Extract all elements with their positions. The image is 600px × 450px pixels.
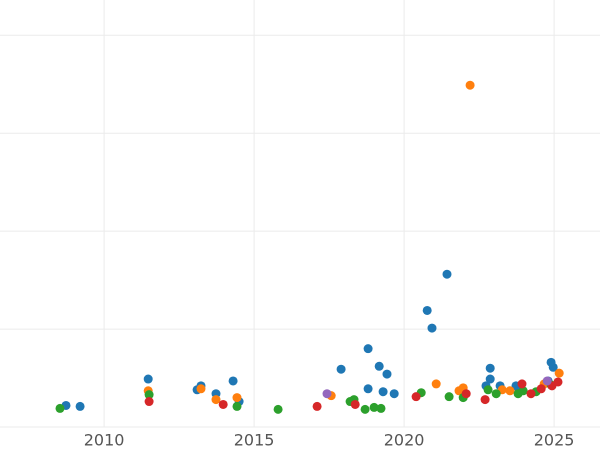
point bbox=[336, 364, 346, 374]
point bbox=[374, 361, 384, 371]
point bbox=[505, 386, 515, 396]
point bbox=[143, 374, 153, 384]
point bbox=[55, 403, 65, 413]
point bbox=[518, 386, 528, 396]
point bbox=[378, 387, 388, 397]
point bbox=[411, 392, 421, 402]
point bbox=[422, 305, 432, 315]
point bbox=[485, 363, 495, 373]
point bbox=[480, 395, 490, 405]
point bbox=[444, 392, 454, 402]
point bbox=[389, 389, 399, 399]
point bbox=[465, 80, 475, 90]
point bbox=[536, 384, 546, 394]
point bbox=[363, 384, 373, 394]
point bbox=[483, 385, 493, 395]
point bbox=[75, 401, 85, 411]
point bbox=[369, 402, 379, 412]
point bbox=[360, 404, 370, 414]
point bbox=[312, 401, 322, 411]
point bbox=[427, 323, 437, 333]
point bbox=[485, 374, 495, 384]
point bbox=[542, 376, 552, 386]
point bbox=[548, 362, 558, 372]
point bbox=[442, 269, 452, 279]
point bbox=[431, 379, 441, 389]
point bbox=[144, 397, 154, 407]
x-tick-label: 2020 bbox=[384, 431, 425, 450]
point bbox=[144, 390, 154, 400]
point bbox=[232, 401, 242, 411]
point bbox=[211, 395, 221, 405]
point bbox=[553, 377, 563, 387]
point bbox=[196, 384, 206, 394]
point bbox=[322, 389, 332, 399]
point bbox=[273, 404, 283, 414]
point bbox=[218, 399, 228, 409]
point bbox=[554, 368, 564, 378]
point bbox=[526, 389, 536, 399]
point bbox=[517, 379, 527, 389]
point bbox=[491, 389, 501, 399]
point bbox=[232, 393, 242, 403]
x-tick-label: 2015 bbox=[234, 431, 275, 450]
point bbox=[382, 369, 392, 379]
point bbox=[350, 399, 360, 409]
point bbox=[376, 403, 386, 413]
point bbox=[461, 389, 471, 399]
point bbox=[228, 376, 238, 386]
point bbox=[363, 344, 373, 354]
x-tick-label: 2010 bbox=[84, 431, 125, 450]
x-tick-label: 2025 bbox=[534, 431, 575, 450]
